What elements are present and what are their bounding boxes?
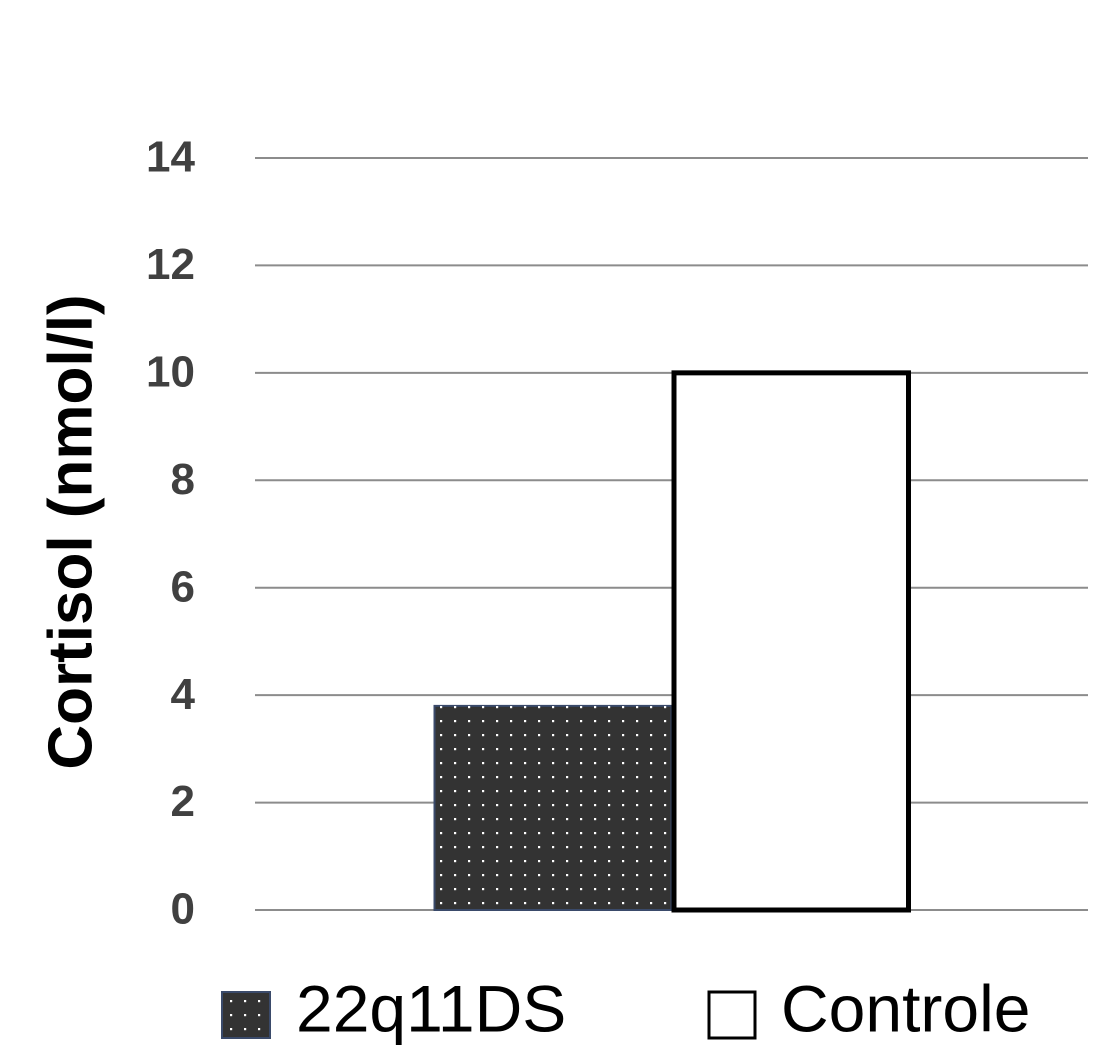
legend-label: Controle: [781, 971, 1030, 1045]
y-tick-label: 14: [146, 133, 195, 182]
y-tick-label: 10: [146, 347, 195, 396]
y-tick-label: 2: [171, 777, 195, 826]
legend-swatch: [707, 990, 757, 1040]
y-tick-label: 4: [171, 670, 196, 719]
legend-label: 22q11DS: [296, 971, 566, 1045]
y-axis-label: Cortisol (nmol/l): [36, 294, 105, 769]
y-tick-label: 0: [171, 885, 195, 934]
legend-swatch-pattern: [222, 992, 270, 1038]
bar-pattern: [434, 705, 672, 910]
y-tick-label: 12: [146, 240, 195, 289]
y-tick-label: 8: [171, 455, 195, 504]
bar: [671, 370, 911, 913]
y-tick-label: 6: [171, 562, 195, 611]
